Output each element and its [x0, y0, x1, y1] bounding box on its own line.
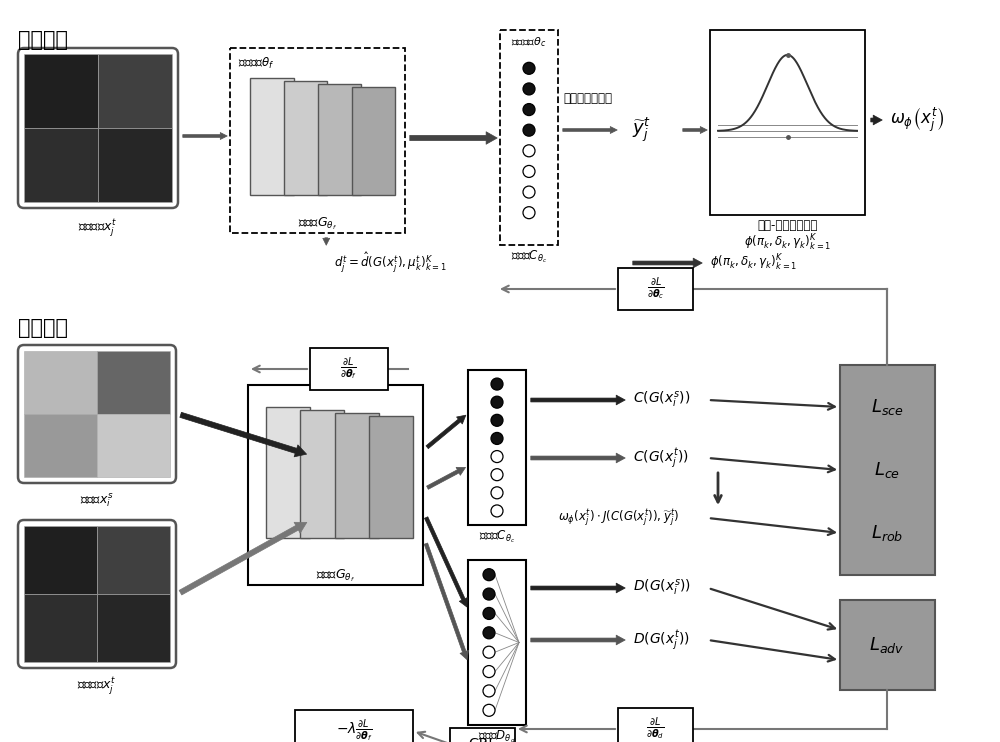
Circle shape: [523, 83, 535, 95]
Circle shape: [483, 627, 495, 639]
Circle shape: [483, 568, 495, 581]
Bar: [24, 128, 98, 202]
Text: 判别器$D_{\theta_d}$: 判别器$D_{\theta_d}$: [478, 728, 516, 742]
Circle shape: [491, 487, 503, 499]
Bar: [352, 87, 395, 195]
Bar: [618, 708, 693, 742]
Circle shape: [523, 145, 535, 157]
Bar: [98, 54, 172, 128]
Bar: [500, 30, 558, 245]
Bar: [250, 78, 294, 195]
Bar: [468, 560, 526, 725]
Bar: [24, 526, 97, 594]
Circle shape: [483, 646, 495, 658]
Circle shape: [483, 666, 495, 677]
Text: $-\lambda\frac{\partial L}{\partial \boldsymbol{\theta}_f}$: $-\lambda\frac{\partial L}{\partial \bol…: [336, 718, 372, 742]
Text: 分类器$C_{\theta_c}$: 分类器$C_{\theta_c}$: [511, 248, 547, 265]
Circle shape: [523, 104, 535, 116]
Text: $\omega_\phi(x_j^t)\cdot J(C(G(x_j^t)), \widetilde{y}_j^t)$: $\omega_\phi(x_j^t)\cdot J(C(G(x_j^t)), …: [558, 508, 679, 528]
Circle shape: [491, 433, 503, 444]
Circle shape: [491, 450, 503, 462]
Bar: [318, 84, 361, 195]
Bar: [310, 348, 388, 390]
Text: 目标样本$x_j^t$: 目标样本$x_j^t$: [78, 218, 118, 239]
Bar: [710, 30, 865, 215]
Text: 固定参数$\theta_f$: 固定参数$\theta_f$: [238, 56, 275, 71]
Text: $D(G(x_j^t))$: $D(G(x_j^t))$: [633, 628, 690, 651]
Text: $D(G(x_i^s))$: $D(G(x_i^s))$: [633, 578, 691, 598]
Circle shape: [523, 124, 535, 137]
Text: $\phi(\pi_k, \delta_k, \gamma_k)_{k=1}^K$: $\phi(\pi_k, \delta_k, \gamma_k)_{k=1}^K…: [744, 233, 831, 253]
Text: 目标样本$x_j^t$: 目标样本$x_j^t$: [77, 676, 117, 697]
Bar: [24, 351, 97, 414]
Text: $\frac{\partial L}{\partial \boldsymbol{\theta}_f}$: $\frac{\partial L}{\partial \boldsymbol{…: [340, 355, 358, 382]
Text: GRL: GRL: [468, 737, 497, 742]
Text: 步骤二：: 步骤二：: [18, 318, 68, 338]
Circle shape: [483, 608, 495, 620]
Bar: [98, 128, 172, 202]
Text: $L_{sce}$: $L_{sce}$: [871, 397, 903, 417]
Bar: [369, 416, 413, 537]
Text: $\phi(\pi_k, \delta_k, \gamma_k)_{k=1}^K$: $\phi(\pi_k, \delta_k, \gamma_k)_{k=1}^K…: [710, 253, 797, 273]
Bar: [840, 600, 935, 690]
Text: 源样本$x_i^s$: 源样本$x_i^s$: [80, 491, 114, 509]
Bar: [840, 365, 935, 575]
Circle shape: [491, 505, 503, 517]
Text: 生成器$G_{\theta_f}$: 生成器$G_{\theta_f}$: [316, 567, 355, 583]
Text: 固定参数$\theta_c$: 固定参数$\theta_c$: [511, 35, 547, 49]
FancyBboxPatch shape: [18, 48, 178, 208]
Circle shape: [523, 207, 535, 219]
Circle shape: [523, 62, 535, 74]
Bar: [97, 351, 170, 414]
Text: $\frac{\partial L}{\partial \boldsymbol{\theta}_d}$: $\frac{\partial L}{\partial \boldsymbol{…: [646, 715, 665, 742]
Bar: [24, 54, 98, 128]
Circle shape: [523, 186, 535, 198]
Text: $C(G(x_j^t))$: $C(G(x_j^t))$: [633, 446, 689, 470]
Text: 步骤一：: 步骤一：: [18, 30, 68, 50]
Bar: [468, 370, 526, 525]
Text: $\omega_\phi\left(x_j^t\right)$: $\omega_\phi\left(x_j^t\right)$: [890, 106, 944, 134]
Bar: [248, 385, 423, 585]
Text: 生成器$G_{\theta_f}$: 生成器$G_{\theta_f}$: [298, 215, 337, 232]
Text: 高斯-均匀混合模型: 高斯-均匀混合模型: [757, 219, 818, 232]
Text: $\widetilde{y}_j^t$: $\widetilde{y}_j^t$: [632, 116, 651, 144]
Bar: [266, 407, 310, 537]
FancyBboxPatch shape: [18, 345, 176, 483]
Bar: [295, 710, 413, 742]
Text: $C(G(x_i^s))$: $C(G(x_i^s))$: [633, 390, 690, 410]
Circle shape: [523, 165, 535, 177]
Text: $L_{adv}$: $L_{adv}$: [869, 635, 905, 655]
Text: $L_{ce}$: $L_{ce}$: [874, 460, 900, 480]
Bar: [618, 268, 693, 310]
Text: 分类器$C_{\theta_c}$: 分类器$C_{\theta_c}$: [479, 528, 515, 545]
Bar: [24, 414, 97, 477]
Circle shape: [491, 396, 503, 408]
Circle shape: [491, 414, 503, 427]
Text: $\frac{\partial L}{\partial \boldsymbol{\theta}_c}$: $\frac{\partial L}{\partial \boldsymbol{…: [647, 275, 664, 302]
Bar: [97, 414, 170, 477]
FancyBboxPatch shape: [18, 520, 176, 668]
Circle shape: [483, 704, 495, 716]
Bar: [300, 410, 344, 537]
Circle shape: [483, 685, 495, 697]
Bar: [97, 526, 170, 594]
Bar: [230, 48, 405, 233]
Circle shape: [491, 469, 503, 481]
Bar: [335, 413, 379, 537]
Text: 目标样本伪标签: 目标样本伪标签: [563, 92, 612, 105]
Text: $L_{rob}$: $L_{rob}$: [871, 523, 903, 543]
Circle shape: [483, 588, 495, 600]
Bar: [97, 594, 170, 662]
Bar: [450, 728, 515, 742]
Bar: [24, 594, 97, 662]
Bar: [284, 81, 327, 195]
Text: $d_j^t = \hat{d}(G(x_j^t), \mu_k^t)_{k=1}^K$: $d_j^t = \hat{d}(G(x_j^t), \mu_k^t)_{k=1…: [334, 251, 447, 275]
Circle shape: [491, 378, 503, 390]
